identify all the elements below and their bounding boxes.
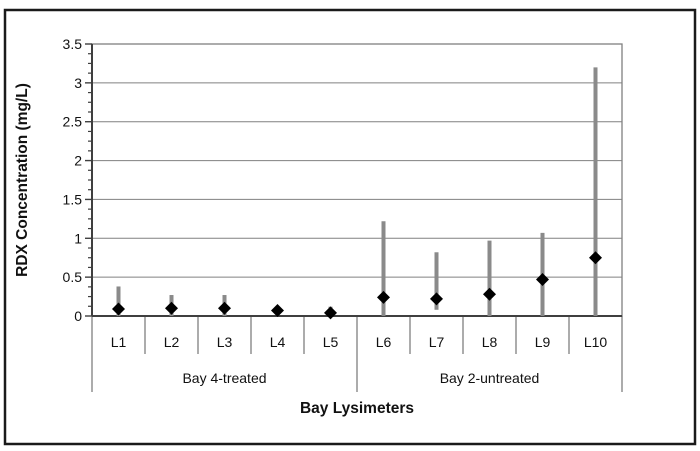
category-label-L5: L5 [323, 334, 339, 350]
group-label-bay-2-untreated: Bay 2-untreated [440, 370, 540, 386]
y-tick-label-3.5: 3.5 [63, 36, 83, 52]
y-tick-label-2: 2 [74, 153, 82, 169]
data-point-L6 [377, 290, 390, 304]
y-axis-title: RDX Concentration (mg/L) [14, 83, 31, 277]
plot-area [91, 43, 623, 317]
x-axis-title: Bay Lysimeters [300, 400, 414, 417]
data-point-L7 [430, 292, 443, 306]
category-label-L1: L1 [111, 334, 127, 350]
category-label-L2: L2 [164, 334, 180, 350]
data-point-L9 [536, 272, 549, 286]
chart-layer: 0 0.5 1 1.5 2 2.5 3 3.5 L1 L2 L3 L4 L5 L6 L7 L8 L9 L10 Bay… [3, 8, 697, 446]
data-point-L3 [218, 301, 231, 315]
category-label-L3: L3 [217, 334, 233, 350]
data-point-L5 [324, 306, 337, 320]
category-label-L10: L10 [584, 334, 608, 350]
y-tick-label-2.5: 2.5 [63, 114, 83, 130]
y-tick-label-0: 0 [74, 308, 82, 324]
data-point-L1 [112, 302, 125, 316]
group-label-bay-4-treated: Bay 4-treated [182, 370, 266, 386]
data-point-L4 [271, 304, 284, 318]
category-label-L8: L8 [482, 334, 498, 350]
y-tick-label-1.5: 1.5 [63, 191, 83, 207]
y-tick-label-1: 1 [74, 230, 82, 246]
category-label-L6: L6 [376, 334, 392, 350]
category-label-L7: L7 [429, 334, 445, 350]
category-label-L4: L4 [270, 334, 286, 350]
category-label-L9: L9 [535, 334, 551, 350]
data-point-L8 [483, 287, 496, 301]
y-tick-label-3: 3 [74, 75, 82, 91]
y-tick-label-0.5: 0.5 [63, 269, 83, 285]
data-point-L2 [165, 301, 178, 315]
data-point-L10 [589, 251, 602, 265]
